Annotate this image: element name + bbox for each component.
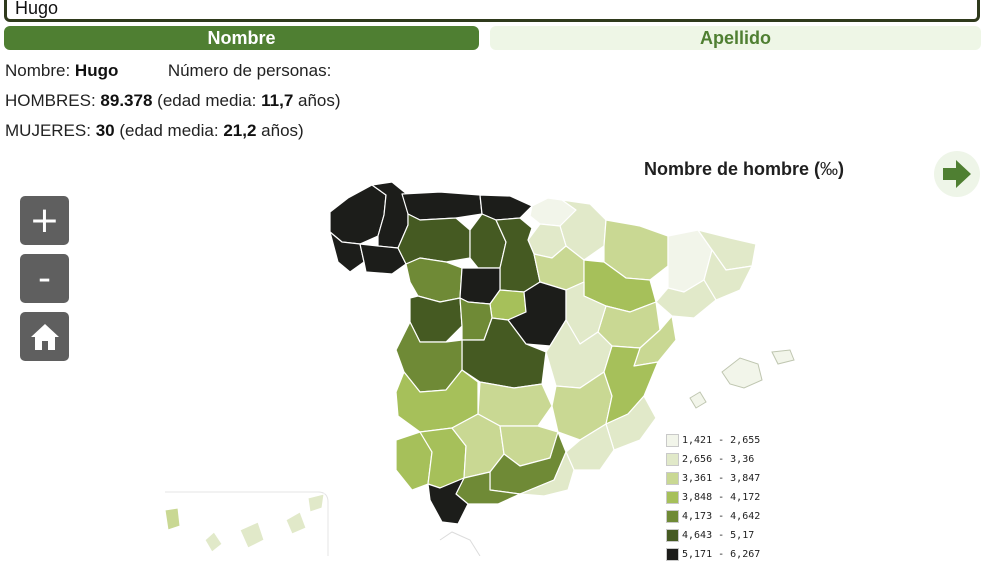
region-a-coruna[interactable] [329, 184, 387, 245]
women-age-unit: años) [261, 121, 304, 140]
region-zamora[interactable] [405, 257, 463, 303]
zoom-out-button[interactable]: - [20, 254, 69, 303]
legend-label: 3,848 - 4,172 [682, 492, 761, 503]
men-age: 11,7 [261, 91, 294, 110]
legend-swatch [666, 453, 679, 466]
plus-icon: + [29, 200, 60, 241]
legend-swatch [666, 548, 679, 561]
summary-men-line: HOMBRES: 89.378 (edad media: 11,7 años) [5, 91, 341, 111]
home-icon [30, 323, 59, 350]
men-age-unit: años) [298, 91, 341, 110]
search-input[interactable] [7, 0, 963, 23]
women-age-label: (edad media: [119, 121, 219, 140]
legend-label: 2,656 - 3,36 [682, 454, 755, 465]
region-almeria[interactable] [519, 451, 575, 497]
summary-name-line: Nombre: Hugo Número de personas: [5, 61, 331, 81]
legend-row: 2,656 - 3,36 [666, 450, 760, 469]
map-title: Nombre de hombre (‰) [644, 159, 844, 180]
next-map-button[interactable] [934, 151, 980, 197]
region-asturias[interactable] [401, 191, 483, 221]
map-legend: 1,421 - 2,655 2,656 - 3,36 3,361 - 3,847… [666, 431, 760, 564]
legend-swatch [666, 472, 679, 485]
women-count: 30 [95, 121, 115, 140]
map-title-close: ) [838, 159, 845, 179]
legend-row: 4,173 - 4,642 [666, 507, 760, 526]
men-count: 89.378 [100, 91, 153, 110]
legend-swatch [666, 510, 679, 523]
name-value: Hugo [74, 61, 119, 80]
zoom-in-button[interactable]: + [20, 196, 69, 245]
home-button[interactable] [20, 312, 69, 361]
search-box[interactable] [4, 0, 980, 23]
women-age: 21,2 [223, 121, 257, 140]
region-leon[interactable] [397, 213, 471, 265]
legend-row: 1,421 - 2,655 [666, 431, 760, 450]
legend-label: 5,171 - 6,267 [682, 549, 761, 560]
canary-islands-inset [164, 491, 329, 556]
legend-row: 3,848 - 4,172 [666, 488, 760, 507]
region-ourense[interactable] [359, 243, 407, 275]
legend-swatch [666, 529, 679, 542]
map-title-text: Nombre de hombre ( [644, 159, 821, 179]
legend-swatch [666, 434, 679, 447]
name-label: Nombre: [5, 61, 71, 80]
tab-apellido[interactable]: Apellido [490, 26, 981, 50]
region-valencia[interactable] [603, 345, 659, 425]
legend-label: 4,643 - 5,17 [682, 530, 755, 541]
men-label: HOMBRES: [5, 91, 96, 110]
region-tarragona[interactable] [655, 279, 717, 319]
legend-label: 3,361 - 3,847 [682, 473, 761, 484]
legend-label: 4,173 - 4,642 [682, 511, 761, 522]
summary-women-line: MUJERES: 30 (edad media: 21,2 años) [5, 121, 304, 141]
region-cadiz[interactable] [427, 477, 469, 525]
region-menorca[interactable] [771, 349, 795, 365]
region-mallorca[interactable] [721, 357, 763, 389]
legend-row: 4,643 - 5,17 [666, 526, 760, 545]
tab-nombre[interactable]: Nombre [4, 26, 479, 50]
persons-label: Número de personas: [167, 61, 332, 80]
women-label: MUJERES: [5, 121, 91, 140]
legend-row: 5,171 - 6,267 [666, 545, 760, 564]
region-salamanca[interactable] [409, 295, 463, 343]
region-burgos[interactable] [495, 217, 541, 293]
legend-swatch [666, 491, 679, 504]
map-title-unit: ‰ [820, 159, 839, 179]
arrow-right-icon [943, 160, 971, 188]
region-ibiza[interactable] [689, 391, 707, 409]
minus-icon: - [38, 258, 51, 299]
legend-row: 3,361 - 3,847 [666, 469, 760, 488]
legend-label: 1,421 - 2,655 [682, 435, 761, 446]
men-age-label: (edad media: [157, 91, 257, 110]
